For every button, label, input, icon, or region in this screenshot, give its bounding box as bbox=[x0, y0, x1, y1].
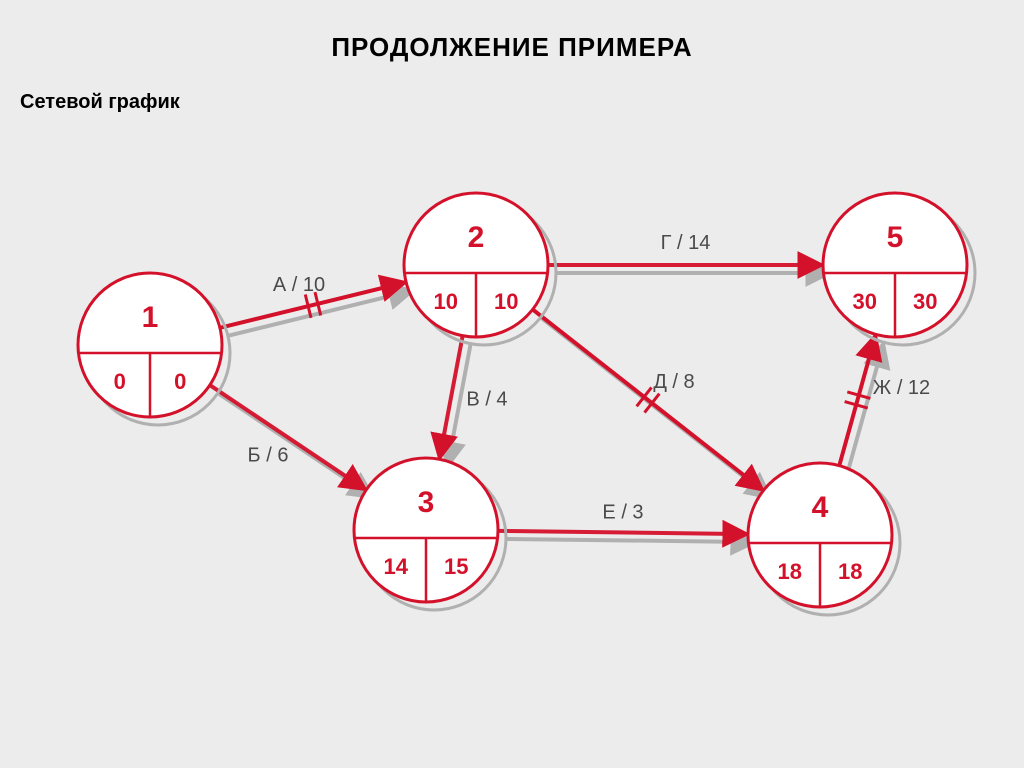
edge-D bbox=[533, 309, 764, 490]
node-5: 5 30 30 bbox=[823, 193, 975, 345]
node-early: 0 bbox=[114, 369, 126, 394]
node-late: 0 bbox=[174, 369, 186, 394]
node-late: 15 bbox=[444, 554, 468, 579]
node-title: 5 bbox=[887, 221, 904, 254]
edge-label-V: В / 4 bbox=[466, 389, 507, 411]
node-late: 10 bbox=[494, 289, 518, 314]
node-1: 1 0 0 bbox=[78, 273, 230, 425]
node-late: 18 bbox=[838, 559, 862, 584]
network-diagram: 10021010314154181853030 А / 10Б / 6В / 4… bbox=[0, 0, 1024, 768]
node-title: 1 bbox=[142, 301, 159, 334]
node-2: 2 10 10 bbox=[404, 193, 556, 345]
edge-shadow bbox=[506, 539, 756, 542]
node-early: 14 bbox=[384, 554, 409, 579]
edge-label-E: Е / 3 bbox=[602, 502, 643, 524]
node-late: 30 bbox=[913, 289, 937, 314]
node-title: 3 bbox=[418, 486, 435, 519]
edge-E bbox=[498, 531, 748, 534]
edge-label-B: Б / 6 bbox=[248, 445, 289, 467]
node-early: 18 bbox=[778, 559, 802, 584]
edge-label-D: Д / 8 bbox=[653, 371, 694, 393]
edge-shadow bbox=[218, 393, 374, 498]
node-early: 30 bbox=[853, 289, 877, 314]
node-title: 2 bbox=[468, 221, 485, 254]
edge-B bbox=[210, 385, 366, 490]
edge-label-Zh: Ж / 12 bbox=[873, 377, 930, 399]
node-early: 10 bbox=[434, 289, 458, 314]
edge-label-A: А / 10 bbox=[273, 274, 325, 296]
node-3: 3 14 15 bbox=[354, 458, 506, 610]
node-4: 4 18 18 bbox=[748, 463, 900, 615]
edge-label-G: Г / 14 bbox=[661, 232, 711, 254]
edge-Zh bbox=[839, 334, 875, 465]
node-title: 4 bbox=[812, 491, 829, 524]
